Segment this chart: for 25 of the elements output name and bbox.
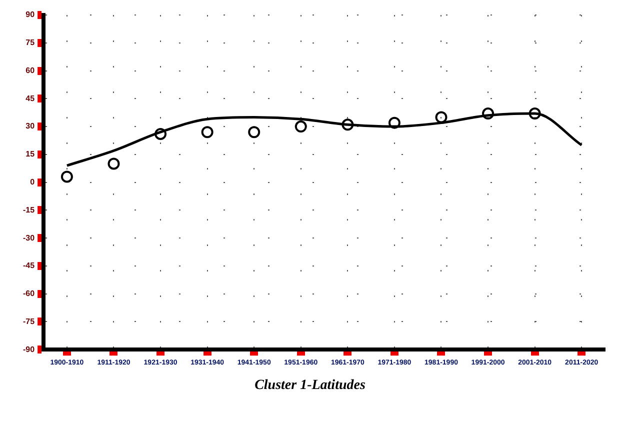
point xyxy=(154,128,167,140)
point xyxy=(342,118,354,131)
y-tick-label: 75 xyxy=(26,38,36,48)
y-tick-label: -45 xyxy=(23,261,36,270)
point xyxy=(435,111,448,124)
point xyxy=(108,158,120,170)
point xyxy=(528,108,541,120)
point xyxy=(248,126,260,138)
point xyxy=(60,170,73,183)
y-tick-label: 90 xyxy=(26,10,36,20)
y-tick-label: 60 xyxy=(26,66,36,75)
y-tick-label: 0 xyxy=(30,178,36,187)
y-tick-label: -60 xyxy=(23,289,36,298)
y-tick-label: 30 xyxy=(26,122,36,131)
point xyxy=(388,116,400,129)
point xyxy=(482,108,494,120)
y-tick-label: 15 xyxy=(26,150,36,159)
text: Cluster 1-Latitudes xyxy=(254,378,366,394)
y-tick-label: -15 xyxy=(23,205,36,214)
y-tick-label: -30 xyxy=(23,233,36,242)
y-tick-label: 45 xyxy=(26,94,36,103)
point xyxy=(294,120,307,133)
point xyxy=(201,126,214,138)
y-tick-label: -90 xyxy=(23,344,36,354)
y-tick-label: -75 xyxy=(23,316,36,326)
